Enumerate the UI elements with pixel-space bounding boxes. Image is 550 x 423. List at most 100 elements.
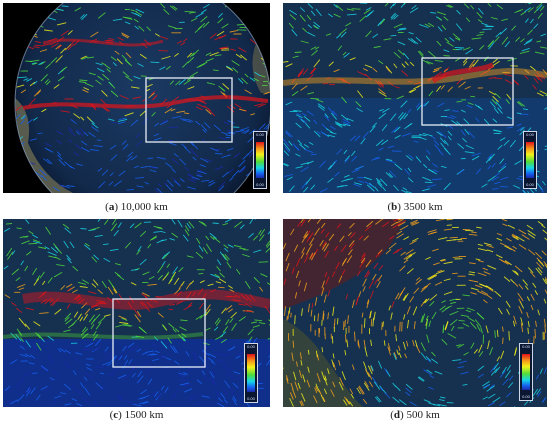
streamline (369, 182, 375, 188)
streamline (476, 34, 484, 36)
streamline (306, 15, 312, 21)
streamline (504, 245, 512, 250)
streamline (390, 12, 396, 19)
streamline (236, 9, 244, 14)
streamline (399, 225, 409, 231)
streamline (11, 268, 19, 275)
streamline (88, 72, 96, 76)
streamline (171, 96, 180, 102)
streamline (24, 323, 30, 330)
streamline (138, 25, 145, 32)
streamline (184, 112, 190, 115)
streamline (449, 37, 455, 42)
streamline (231, 60, 240, 66)
streamline (95, 79, 102, 85)
streamline (225, 134, 231, 137)
streamline (58, 76, 65, 82)
streamline (227, 120, 235, 124)
streamline (322, 310, 325, 320)
streamline (440, 165, 447, 169)
streamline (172, 389, 179, 398)
streamline (81, 326, 87, 333)
streamline (102, 361, 112, 366)
streamline (213, 124, 221, 131)
streamline (324, 272, 328, 278)
streamline (150, 61, 160, 64)
streamline (96, 139, 102, 141)
streamline (142, 401, 148, 404)
streamline (378, 360, 383, 369)
streamline (299, 14, 306, 22)
streamline (399, 27, 406, 30)
streamline (45, 63, 51, 69)
streamline (112, 18, 123, 21)
streamline (544, 264, 547, 268)
streamline (195, 251, 204, 259)
streamline (427, 229, 437, 233)
streamline (24, 162, 31, 165)
streamline (20, 89, 27, 94)
streamline (43, 291, 47, 296)
streamline (420, 315, 424, 323)
streamline (49, 377, 55, 381)
streamline (303, 231, 308, 238)
streamline (214, 54, 222, 57)
streamline (424, 23, 431, 28)
streamline (141, 352, 148, 355)
streamline (404, 168, 411, 176)
streamline (405, 255, 413, 260)
streamline (534, 74, 540, 81)
streamline (341, 114, 349, 121)
streamline (482, 381, 490, 387)
streamline (428, 168, 437, 175)
streamline (342, 121, 350, 125)
streamline (173, 153, 179, 158)
streamline (510, 279, 515, 284)
streamline (522, 189, 527, 193)
streamline (406, 191, 412, 193)
streamline (406, 340, 409, 347)
streamline (268, 354, 270, 358)
streamline (488, 77, 497, 79)
streamline (103, 258, 111, 263)
streamline (327, 107, 335, 115)
streamline (4, 385, 11, 392)
streamline (120, 404, 124, 407)
streamline (414, 81, 422, 85)
streamline (52, 298, 59, 306)
streamline (137, 371, 142, 378)
streamline (520, 322, 524, 333)
streamline (397, 41, 406, 46)
streamline (457, 143, 464, 149)
streamline (182, 119, 192, 123)
streamline (229, 289, 235, 293)
streamline (95, 62, 103, 66)
streamline (353, 183, 361, 187)
streamline (518, 305, 523, 314)
streamline (118, 315, 127, 320)
streamline (525, 38, 533, 44)
streamline (96, 302, 106, 304)
streamline (21, 321, 27, 327)
streamline (310, 67, 317, 75)
streamline (257, 13, 264, 17)
streamline (169, 80, 174, 85)
streamline (199, 356, 206, 363)
streamline (361, 252, 366, 258)
streamline (160, 341, 168, 349)
streamline (388, 172, 394, 178)
streamline (351, 156, 358, 162)
streamline (309, 67, 316, 75)
streamline (165, 271, 170, 277)
streamline (506, 364, 511, 371)
streamline (3, 265, 9, 270)
streamline (214, 273, 221, 278)
streamline (299, 400, 303, 407)
streamline (130, 9, 138, 12)
streamline (357, 270, 361, 277)
streamline (38, 61, 44, 66)
streamline (390, 34, 397, 37)
streamline (6, 247, 13, 257)
streamline (487, 249, 494, 253)
streamline (152, 358, 160, 362)
